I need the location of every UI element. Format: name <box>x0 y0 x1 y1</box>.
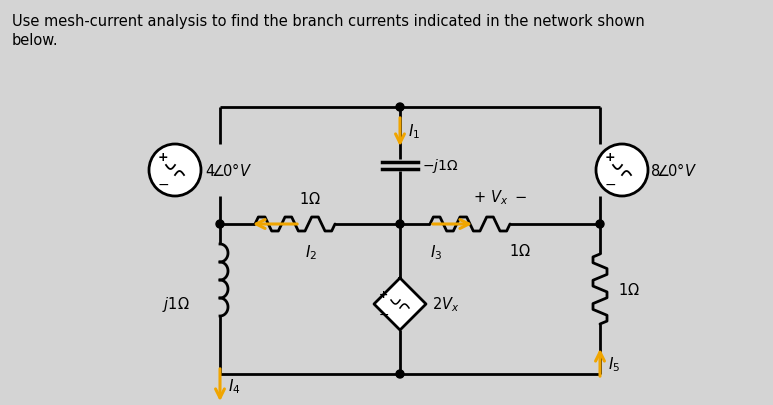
Text: below.: below. <box>12 33 59 48</box>
Text: $2V_x$: $2V_x$ <box>432 295 459 313</box>
Text: $1\Omega$: $1\Omega$ <box>618 281 640 297</box>
Text: $I_2$: $I_2$ <box>305 243 317 261</box>
Text: −: − <box>604 177 616 192</box>
Text: $1\Omega$: $1\Omega$ <box>299 190 321 207</box>
Text: $I_1$: $I_1$ <box>408 122 421 141</box>
Text: $j1\Omega$: $j1\Omega$ <box>162 295 190 314</box>
Text: $4\!\angle\!0°V$: $4\!\angle\!0°V$ <box>205 162 252 179</box>
Text: $I_4$: $I_4$ <box>228 377 240 395</box>
Circle shape <box>149 145 201 196</box>
Text: $+ \ V_x \ -$: $+ \ V_x \ -$ <box>473 188 527 207</box>
Circle shape <box>396 104 404 112</box>
Text: −: − <box>379 308 390 321</box>
Text: +: + <box>604 151 615 164</box>
Text: +: + <box>158 151 169 164</box>
Circle shape <box>216 220 224 228</box>
Circle shape <box>596 145 648 196</box>
Text: $I_5$: $I_5$ <box>608 355 620 373</box>
Text: $-j1\Omega$: $-j1\Omega$ <box>422 157 458 175</box>
Text: $1\Omega$: $1\Omega$ <box>509 243 531 258</box>
Circle shape <box>396 370 404 378</box>
Circle shape <box>596 220 604 228</box>
Text: Use mesh-current analysis to find the branch currents indicated in the network s: Use mesh-current analysis to find the br… <box>12 14 645 29</box>
Circle shape <box>396 220 404 228</box>
Text: $I_3$: $I_3$ <box>430 243 442 261</box>
Polygon shape <box>374 278 426 330</box>
Text: −: − <box>157 177 169 192</box>
Text: +: + <box>380 289 389 299</box>
Text: $8\!\angle\!0°V$: $8\!\angle\!0°V$ <box>650 162 697 179</box>
